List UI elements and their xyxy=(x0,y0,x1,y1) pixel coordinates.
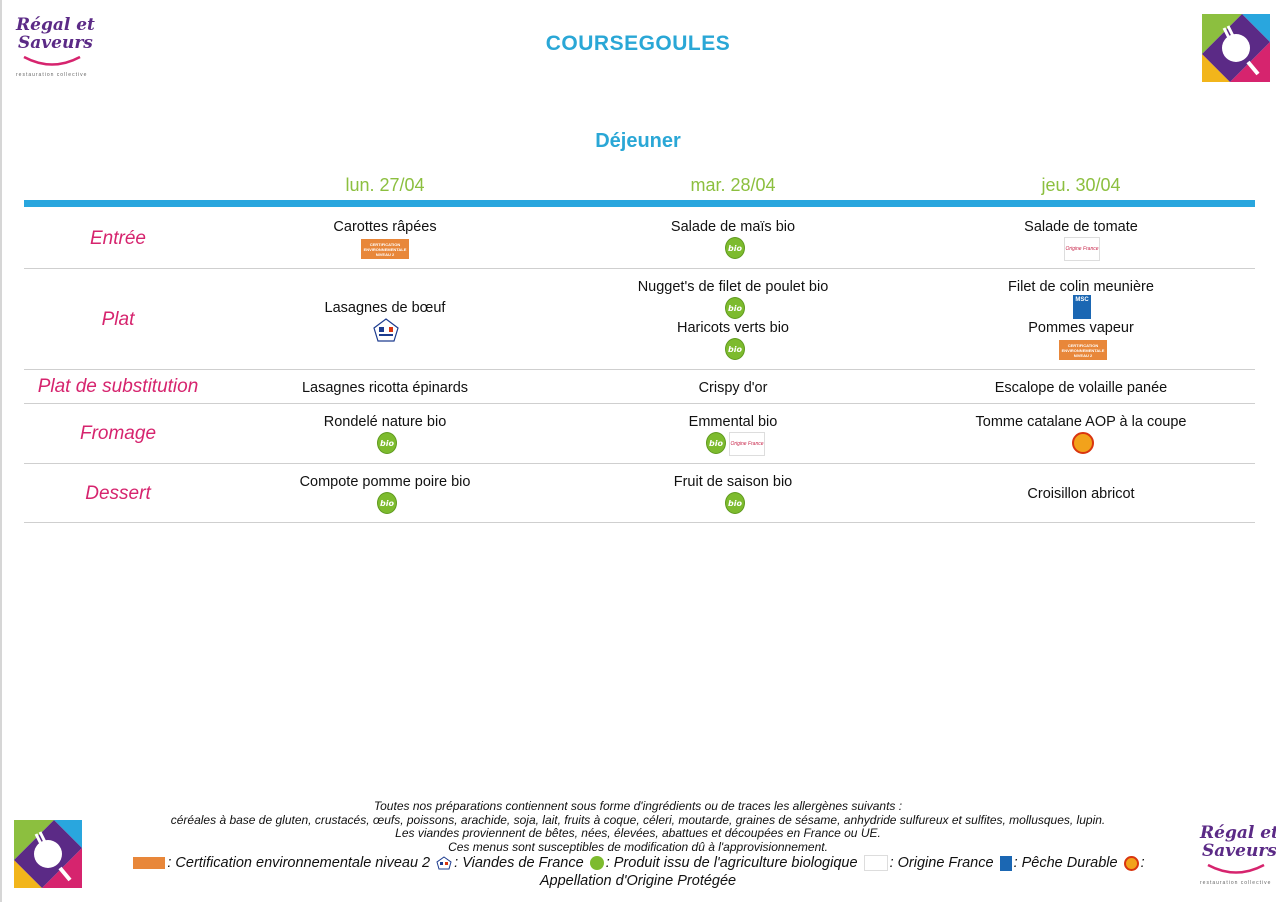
dish-name: Lasagnes ricotta épinards xyxy=(301,380,469,396)
origine-france-badge-icon: Origine France xyxy=(729,432,765,456)
row-separator xyxy=(24,522,1255,523)
row-label-substitution: Plat de substitution xyxy=(37,376,199,397)
row-label-plat: Plat xyxy=(101,309,135,330)
dish-name: Crispy d'or xyxy=(698,380,768,396)
dish-name: Filet de colin meunière xyxy=(1008,279,1154,295)
aop-legend-icon xyxy=(1123,855,1139,871)
row-separator xyxy=(24,403,1255,404)
organic-bio-badge-icon: bio xyxy=(725,338,745,360)
logo-word-2: Saveurs xyxy=(18,33,93,53)
organic-bio-badge-icon: bio xyxy=(725,237,745,259)
viandes-de-france-legend-icon xyxy=(436,856,452,870)
environmental-certification-badge-icon: CERTIFICATION ENVIRONNEMENTALE NIVEAU 2 xyxy=(361,239,409,259)
organic-bio-badge-icon: bio xyxy=(377,492,397,514)
dish-name: Rondelé nature bio xyxy=(323,414,447,430)
row-label-fromage: Fromage xyxy=(79,423,157,444)
day-header-monday: lun. 27/04 xyxy=(345,175,425,195)
dish-name: Compote pomme poire bio xyxy=(299,474,471,490)
logo-word-1: Régal et xyxy=(1200,823,1276,843)
row-separator xyxy=(24,268,1255,269)
organic-bio-badge-icon: bio xyxy=(725,492,745,514)
dish-name: Escalope de volaille panée xyxy=(994,380,1168,396)
organic-bio-badge-icon: bio xyxy=(725,297,745,319)
aop-label-badge-icon xyxy=(1072,432,1094,454)
day-header-thursday: jeu. 30/04 xyxy=(1041,175,1121,195)
dish-name: Haricots verts bio xyxy=(676,320,789,336)
logo-word-1: Régal et xyxy=(16,15,95,35)
smile-icon xyxy=(23,55,81,66)
dish-name: Salade de tomate xyxy=(1024,219,1138,235)
header-divider-bar xyxy=(24,200,1255,207)
restaurant-square-logo-icon xyxy=(14,820,82,888)
environmental-certification-badge-icon: CERTIFICATION ENVIRONNEMENTALE NIVEAU 2 xyxy=(1059,340,1107,360)
row-separator xyxy=(24,369,1255,370)
restaurant-square-logo-icon xyxy=(1202,14,1270,82)
origine-france-legend-icon xyxy=(863,855,888,872)
regal-saveurs-logo: Régal et Saveurs restauration collective xyxy=(12,14,95,90)
regal-saveurs-logo: Régal et Saveurs restauration collective xyxy=(1196,822,1276,898)
row-separator xyxy=(24,463,1255,464)
allergen-notice: Toutes nos préparations contiennent sous… xyxy=(120,799,1156,854)
smile-icon xyxy=(1207,863,1265,874)
dish-name: Pommes vapeur xyxy=(1028,320,1134,336)
dish-name: Emmental bio xyxy=(688,414,778,430)
allergen-intro: Toutes nos préparations contiennent sous… xyxy=(373,799,903,813)
viandes-de-france-badge-icon xyxy=(373,318,399,342)
dish-name: Nugget's de filet de poulet bio xyxy=(637,279,829,295)
msc-legend-icon xyxy=(999,855,1012,871)
organic-bio-badge-icon: bio xyxy=(706,432,726,454)
dish-name: Croisillon abricot xyxy=(1027,486,1135,502)
msc-sustainable-fishing-badge-icon: MSC xyxy=(1073,295,1091,319)
certification-legend-icon xyxy=(133,857,166,870)
dish-name: Tomme catalane AOP à la coupe xyxy=(975,414,1187,430)
logo-word-2: Saveurs xyxy=(1202,841,1276,861)
menu-change-note: Ces menus sont susceptibles de modificat… xyxy=(448,839,828,854)
dish-name: Lasagnes de bœuf xyxy=(324,300,446,316)
allergen-list: céréales à base de gluten, crustacés, œu… xyxy=(170,812,1106,827)
badge-legend: : Certification environnementale niveau … xyxy=(130,854,1146,890)
meal-title: Déjeuner xyxy=(595,130,681,152)
logo-tagline: restauration collective xyxy=(1200,880,1272,886)
meat-origin-note: Les viandes proviennent de bêtes, nées, … xyxy=(395,826,881,840)
origine-france-badge-icon: Origine France xyxy=(1064,237,1100,261)
day-header-tuesday: mar. 28/04 xyxy=(690,175,776,195)
logo-tagline: restauration collective xyxy=(16,72,88,78)
row-label-entree: Entrée xyxy=(90,228,146,249)
dish-name: Fruit de saison bio xyxy=(673,474,793,490)
row-label-dessert: Dessert xyxy=(85,483,151,504)
page-edge xyxy=(0,0,2,902)
bio-legend-icon xyxy=(589,856,604,871)
organic-bio-badge-icon: bio xyxy=(377,432,397,454)
school-name-title: COURSEGOULES xyxy=(545,32,731,55)
dish-name: Salade de maïs bio xyxy=(670,219,796,235)
dish-name: Carottes râpées xyxy=(333,219,437,235)
